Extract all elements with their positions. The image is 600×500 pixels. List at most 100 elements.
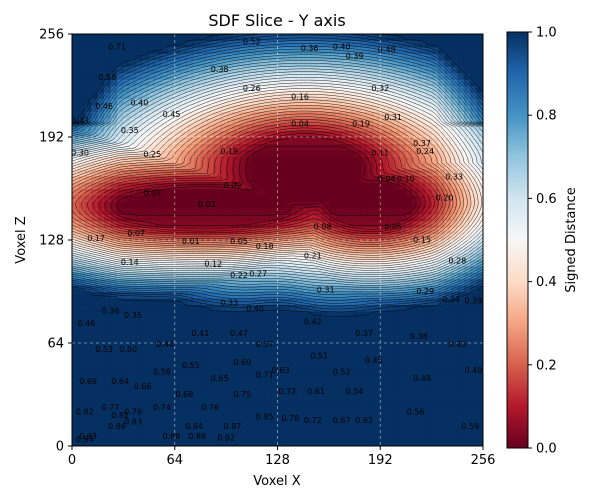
heatmap-cell [116,40,124,48]
heatmap-cell [457,259,465,267]
heatmap-cell [309,233,317,241]
heatmap-cell [97,285,105,293]
heatmap-cell [155,291,163,299]
heatmap-cell [328,349,336,357]
heatmap-cell [258,330,266,338]
heatmap-cell [283,246,291,254]
heatmap-cell [296,394,304,402]
heatmap-cell [258,188,266,196]
heatmap-cell [303,330,311,338]
heatmap-cell [373,272,381,280]
heatmap-cell [251,362,259,370]
heatmap-cell [213,59,221,67]
heatmap-cell [104,259,112,267]
heatmap-cell [476,317,483,325]
heatmap-cell [367,343,375,351]
heatmap-cell [322,272,330,280]
heatmap-cell [457,137,465,145]
heatmap-cell [264,124,272,132]
heatmap-cell [367,317,375,325]
heatmap-cell [168,439,176,446]
contour-label: 0.35 [124,311,142,320]
heatmap-cell [264,394,272,402]
heatmap-cell [194,381,202,389]
heatmap-cell [367,34,375,42]
heatmap-cell [264,40,272,48]
contour-label: 0.19 [352,120,370,129]
heatmap-cell [97,394,105,402]
heatmap-cell [72,104,80,112]
heatmap-cell [412,439,420,446]
heatmap-cell [213,53,221,61]
heatmap-cell [386,207,394,215]
heatmap-cell [219,194,227,202]
heatmap-cell [367,194,375,202]
heatmap-cell [251,201,259,209]
heatmap-cell [393,59,401,67]
heatmap-cell [335,246,343,254]
heatmap-cell [296,388,304,396]
heatmap-cell [206,169,214,177]
heatmap-cell [399,381,407,389]
heatmap-cell [360,188,368,196]
heatmap-cell [405,194,413,202]
heatmap-cell [341,124,349,132]
heatmap-cell [129,285,137,293]
heatmap-cell [296,117,304,125]
heatmap-cell [84,246,92,254]
heatmap-cell [470,124,478,132]
heatmap-cell [399,53,407,61]
heatmap-cell [123,98,131,106]
heatmap-cell [213,46,221,54]
heatmap-cell [444,207,452,215]
heatmap-cell [348,34,356,42]
heatmap-cell [200,72,208,80]
heatmap-cell [161,137,169,145]
heatmap-cell [309,439,317,446]
heatmap-cell [412,252,420,260]
heatmap-cell [463,40,471,48]
heatmap-cell [457,207,465,215]
heatmap-cell [412,323,420,331]
heatmap-cell [84,439,92,446]
heatmap-cell [470,413,478,421]
heatmap-cell [194,407,202,415]
heatmap-cell [226,98,234,106]
heatmap-cell [226,169,234,177]
heatmap-cell [123,246,131,254]
contour-label: 0.79 [124,408,142,417]
heatmap-cell [296,343,304,351]
heatmap-cell [380,194,388,202]
heatmap-cell [283,233,291,241]
heatmap-cell [271,188,279,196]
heatmap-cell [219,336,227,344]
heatmap-cell [136,413,144,421]
heatmap-cell [463,317,471,325]
heatmap-cell [386,304,394,312]
heatmap-cell [386,79,394,87]
heatmap-cell [104,188,112,196]
heatmap-cell [373,362,381,370]
heatmap-cell [271,407,279,415]
heatmap-cell [341,66,349,74]
heatmap-cell [238,317,246,325]
heatmap-cell [476,349,483,357]
heatmap-cell [425,149,433,157]
heatmap-cell [405,175,413,183]
heatmap-cell [136,433,144,441]
heatmap-cell [290,388,298,396]
heatmap-cell [438,420,446,428]
heatmap-cell [328,400,336,408]
heatmap-cell [142,188,150,196]
heatmap-cell [271,304,279,312]
heatmap-cell [97,117,105,125]
heatmap-cell [129,40,137,48]
heatmap-cell [316,104,324,112]
heatmap-cell [283,66,291,74]
heatmap-cell [373,291,381,299]
heatmap-cell [226,104,234,112]
heatmap-cell [245,66,253,74]
heatmap-cell [264,91,272,99]
heatmap-cell [399,368,407,376]
heatmap-cell [328,310,336,318]
